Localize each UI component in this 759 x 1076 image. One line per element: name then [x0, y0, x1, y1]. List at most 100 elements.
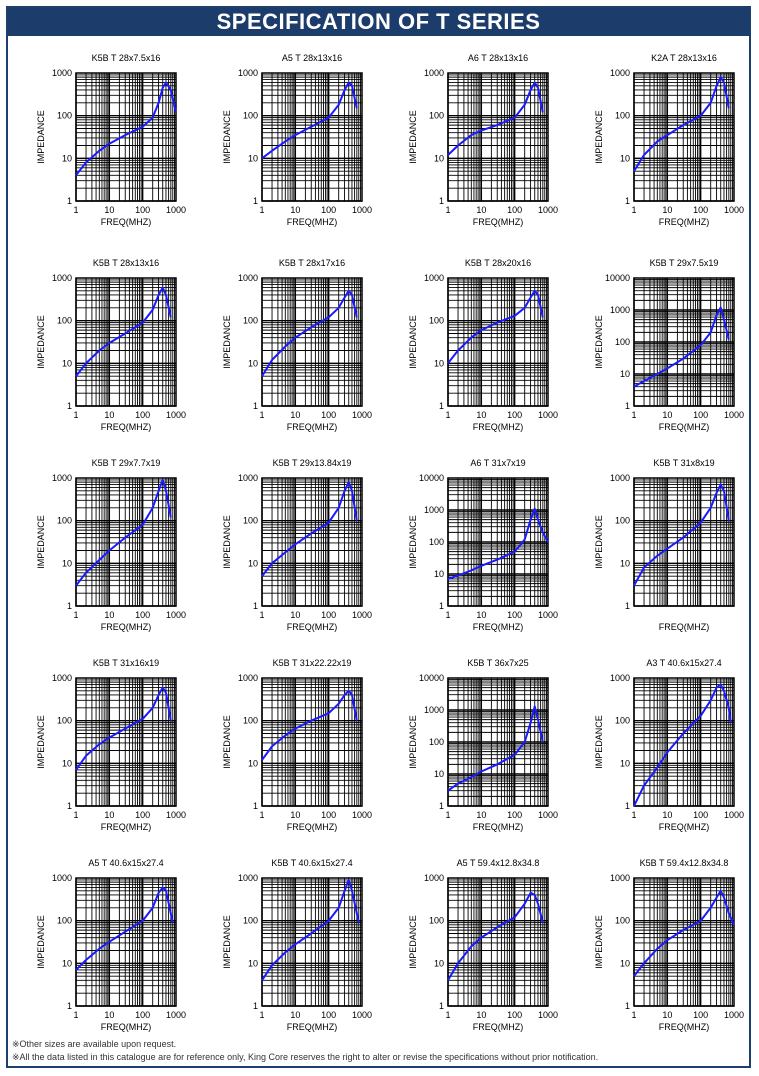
impedance-chart: K5B T 28x7.5x16 1 10 100 1000 1 10 100 1000 FREQ(…: [8, 36, 194, 236]
y-tick-label: 100: [615, 716, 630, 726]
grid-lines: [75, 477, 177, 607]
x-tick-label: 1: [259, 410, 264, 420]
x-tick-label: 100: [507, 1010, 522, 1020]
grid-lines: [261, 877, 363, 1007]
x-tick-label: 1: [445, 810, 450, 820]
grid-lines: [447, 277, 549, 407]
y-tick-label: 10: [434, 569, 444, 579]
x-axis-label: FREQ(MHZ): [287, 1022, 338, 1032]
chart-svg: K5B T 29x7.5x19 1 10 100 1000 10000 1 10 100 1000…: [594, 258, 744, 432]
chart-title: A5 T 59.4x12.8x34.8: [457, 858, 540, 868]
y-axis-label: IMPEDANCE: [594, 715, 604, 769]
x-tick-label: 1: [73, 205, 78, 215]
y-tick-label: 1000: [52, 673, 72, 683]
y-axis-label: IMPEDANCE: [594, 315, 604, 369]
y-axis-label: IMPEDANCE: [594, 915, 604, 969]
y-tick-label: 10: [62, 358, 72, 368]
impedance-curve: [261, 879, 360, 981]
x-tick-label: 100: [507, 810, 522, 820]
x-tick-label: 1000: [166, 610, 186, 620]
x-tick-label: 1: [259, 1010, 264, 1020]
y-tick-label: 10: [248, 153, 258, 163]
y-tick-label: 1000: [424, 705, 444, 715]
x-tick-label: 100: [321, 1010, 336, 1020]
y-tick-label: 1: [439, 401, 444, 411]
y-axis-label: IMPEDANCE: [408, 715, 418, 769]
y-tick-label: 10: [62, 153, 72, 163]
y-tick-label: 10: [62, 558, 72, 568]
impedance-chart: K5B T 29x7.5x19 1 10 100 1000 10000 1 10 100 1000…: [566, 241, 752, 441]
chart-title: K2A T 28x13x16: [651, 53, 717, 63]
y-tick-label: 100: [429, 316, 444, 326]
x-tick-label: 10: [476, 810, 486, 820]
y-tick-label: 1000: [52, 873, 72, 883]
y-tick-label: 100: [243, 916, 258, 926]
y-tick-label: 1000: [424, 273, 444, 283]
x-tick-label: 10: [104, 810, 114, 820]
y-tick-label: 10: [620, 958, 630, 968]
footnote-1: ※Other sizes are available upon request.: [12, 1039, 177, 1049]
footnotes: ※Other sizes are available upon request.…: [12, 1038, 745, 1064]
y-axis-label: IMPEDANCE: [408, 315, 418, 369]
y-tick-label: 100: [429, 537, 444, 547]
y-tick-label: 1: [253, 1001, 258, 1011]
y-axis-label: IMPEDANCE: [594, 110, 604, 164]
x-axis-label: FREQ(MHZ): [101, 622, 152, 632]
y-tick-label: 100: [429, 916, 444, 926]
chart-title: K5B T 29x7.7x19: [92, 458, 161, 468]
y-tick-label: 1000: [238, 473, 258, 483]
x-tick-label: 100: [507, 610, 522, 620]
x-axis-label: FREQ(MHZ): [473, 422, 524, 432]
x-tick-label: 1000: [352, 410, 372, 420]
x-tick-label: 1: [73, 1010, 78, 1020]
chart-title: A6 T 28x13x16: [468, 53, 528, 63]
grid-lines: [261, 72, 363, 202]
y-tick-label: 1000: [52, 473, 72, 483]
impedance-curve: [75, 686, 172, 771]
y-tick-label: 1000: [238, 673, 258, 683]
impedance-chart: A6 T 28x13x16 1 10 100 1000 1 10 100 1000 FREQ(MH…: [380, 36, 566, 236]
x-axis-label: FREQ(MHZ): [659, 217, 710, 227]
x-tick-label: 10: [662, 1010, 672, 1020]
x-tick-label: 10: [476, 205, 486, 215]
x-tick-label: 1: [445, 610, 450, 620]
x-tick-label: 1000: [724, 410, 744, 420]
impedance-chart: K5B T 31x22.22x19 1 10 100 1000 1 10 100 1000 FRE…: [194, 641, 380, 841]
chart-svg: K5B T 28x20x16 1 10 100 1000 1 10 100 1000 FREQ(M…: [408, 258, 558, 432]
impedance-chart: K5B T 40.6x15x27.4 1 10 100 1000 1 10 100 1000 FR…: [194, 841, 380, 1041]
chart-title: K5B T 29x13.84x19: [273, 458, 352, 468]
footnote-2: ※All the data listed in this catalogue a…: [12, 1052, 599, 1062]
x-axis-label: FREQ(MHZ): [287, 622, 338, 632]
chart-svg: K5B T 28x13x16 1 10 100 1000 1 10 100 1000 FREQ(M…: [36, 258, 186, 432]
chart-title: K5B T 31x22.22x19: [273, 658, 352, 668]
x-tick-label: 100: [135, 610, 150, 620]
impedance-curve: [447, 507, 549, 580]
x-tick-label: 100: [693, 205, 708, 215]
x-tick-label: 100: [135, 810, 150, 820]
x-axis-label: FREQ(MHZ): [101, 822, 152, 832]
y-axis-label: IMPEDANCE: [222, 315, 232, 369]
x-tick-label: 10: [104, 1010, 114, 1020]
y-tick-label: 1: [625, 601, 630, 611]
y-tick-label: 1: [439, 1001, 444, 1011]
y-tick-label: 1: [253, 401, 258, 411]
x-axis-label: FREQ(MHZ): [473, 1022, 524, 1032]
x-tick-label: 1000: [166, 810, 186, 820]
impedance-curve: [75, 479, 172, 587]
y-tick-label: 100: [615, 916, 630, 926]
y-tick-label: 1: [439, 601, 444, 611]
x-tick-label: 1000: [166, 205, 186, 215]
chart-svg: K5B T 29x7.7x19 1 10 100 1000 1 10 100 1000 FREQ(…: [36, 458, 186, 632]
impedance-curve: [447, 289, 544, 364]
impedance-curve: [447, 891, 544, 981]
x-tick-label: 100: [507, 410, 522, 420]
y-tick-label: 100: [57, 316, 72, 326]
y-tick-label: 100: [615, 516, 630, 526]
x-tick-label: 1000: [538, 205, 558, 215]
y-tick-label: 10: [620, 153, 630, 163]
x-axis-label: FREQ(MHZ): [101, 1022, 152, 1032]
x-axis-label: FREQ(MHZ): [659, 822, 710, 832]
y-tick-label: 1000: [424, 68, 444, 78]
y-tick-label: 1: [439, 196, 444, 206]
y-tick-label: 10000: [605, 273, 630, 283]
